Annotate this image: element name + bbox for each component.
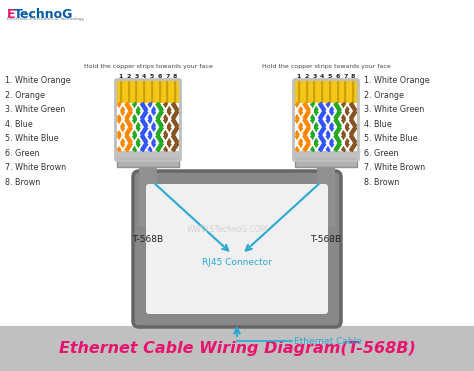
Bar xyxy=(119,103,177,151)
Bar xyxy=(117,159,179,167)
Text: 5. White Blue: 5. White Blue xyxy=(364,134,418,143)
Bar xyxy=(117,103,179,151)
Text: 5. White Blue: 5. White Blue xyxy=(5,134,59,143)
Text: 1. White Orange: 1. White Orange xyxy=(5,76,71,85)
Text: 3. White Green: 3. White Green xyxy=(5,105,65,114)
Text: 1: 1 xyxy=(297,74,301,79)
Text: 3: 3 xyxy=(134,74,138,79)
Text: Electrical, Electronics & Technology: Electrical, Electronics & Technology xyxy=(7,17,84,21)
Text: 6: 6 xyxy=(336,74,340,79)
Text: 2: 2 xyxy=(304,74,309,79)
Bar xyxy=(295,103,357,151)
Bar xyxy=(295,159,357,167)
Text: 2. Orange: 2. Orange xyxy=(364,91,404,99)
Text: 8. Brown: 8. Brown xyxy=(364,177,399,187)
Text: 7. White Brown: 7. White Brown xyxy=(5,163,66,172)
Bar xyxy=(317,167,335,227)
Text: 7: 7 xyxy=(165,74,170,79)
Text: Ethernet Cable Wiring Diagram(T-568B): Ethernet Cable Wiring Diagram(T-568B) xyxy=(59,341,415,357)
Text: 4. Blue: 4. Blue xyxy=(5,119,33,128)
Text: 1. White Orange: 1. White Orange xyxy=(364,76,429,85)
Text: 6. Green: 6. Green xyxy=(364,148,399,158)
Text: Hold the copper strips towards your face: Hold the copper strips towards your face xyxy=(83,64,212,69)
Bar xyxy=(117,81,179,103)
Text: 6. Green: 6. Green xyxy=(5,148,39,158)
Text: 6: 6 xyxy=(157,74,162,79)
Text: 2. Orange: 2. Orange xyxy=(5,91,45,99)
Text: 2: 2 xyxy=(127,74,131,79)
Text: 5: 5 xyxy=(150,74,154,79)
Bar xyxy=(139,167,157,227)
FancyBboxPatch shape xyxy=(116,79,181,161)
FancyBboxPatch shape xyxy=(293,79,358,161)
Text: Ethernet Cable: Ethernet Cable xyxy=(294,336,362,345)
Bar xyxy=(297,81,355,103)
Text: RJ45 Connector: RJ45 Connector xyxy=(202,258,272,267)
Bar xyxy=(295,81,357,103)
Text: 3. White Green: 3. White Green xyxy=(364,105,424,114)
Text: WWW.ETechnoG.COM: WWW.ETechnoG.COM xyxy=(186,224,268,233)
Text: 4: 4 xyxy=(142,74,146,79)
Text: E: E xyxy=(7,8,16,21)
Text: 8: 8 xyxy=(173,74,177,79)
Text: 5: 5 xyxy=(328,74,332,79)
Text: 7. White Brown: 7. White Brown xyxy=(364,163,425,172)
Bar xyxy=(297,103,355,151)
FancyBboxPatch shape xyxy=(133,171,341,327)
Text: TechnoG: TechnoG xyxy=(14,8,73,21)
Text: 8. Brown: 8. Brown xyxy=(5,177,40,187)
FancyBboxPatch shape xyxy=(146,184,328,314)
Text: 3: 3 xyxy=(312,74,317,79)
Text: 4. Blue: 4. Blue xyxy=(364,119,392,128)
Bar xyxy=(0,326,474,371)
Text: 1: 1 xyxy=(118,74,123,79)
Text: 4: 4 xyxy=(320,74,324,79)
Text: Hold the copper strips towards your face: Hold the copper strips towards your face xyxy=(262,64,391,69)
Text: 8: 8 xyxy=(351,74,356,79)
Text: 7: 7 xyxy=(343,74,347,79)
Text: T-568B: T-568B xyxy=(132,235,164,244)
Bar xyxy=(119,81,177,103)
Text: T-568B: T-568B xyxy=(310,235,342,244)
